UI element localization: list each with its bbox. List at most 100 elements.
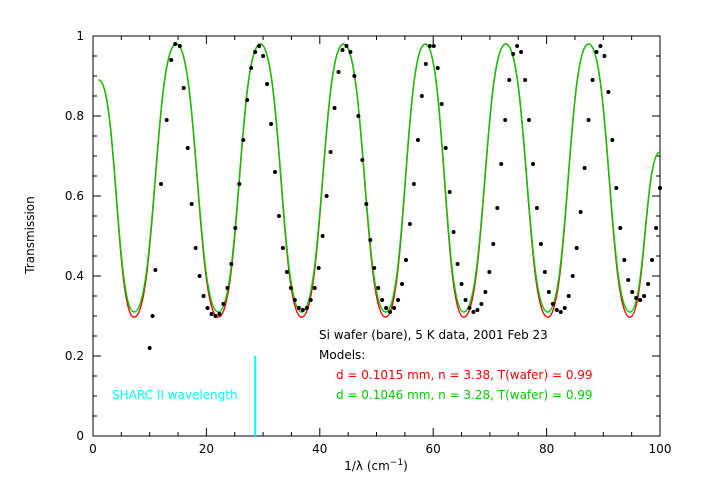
data-point — [515, 44, 520, 48]
data-point — [499, 162, 504, 166]
x-tick-label: 80 — [539, 442, 554, 456]
data-point — [169, 58, 174, 62]
data-point — [455, 262, 460, 266]
y-tick-label: 0.8 — [65, 109, 84, 123]
data-point — [217, 312, 222, 316]
data-point — [443, 146, 448, 150]
data-point — [646, 282, 651, 286]
data-point — [479, 302, 484, 306]
data-point — [650, 258, 655, 262]
data-point — [622, 258, 627, 262]
data-point — [185, 146, 190, 150]
data-point — [602, 54, 607, 58]
data-point — [463, 298, 468, 302]
x-tick-label: 60 — [426, 442, 441, 456]
y-tick-label: 0.2 — [65, 349, 84, 363]
data-point — [388, 310, 393, 314]
data-point — [225, 286, 230, 290]
data-point — [193, 246, 198, 250]
data-point — [626, 278, 631, 282]
data-point — [447, 190, 452, 194]
data-point — [249, 66, 254, 70]
data-point — [153, 268, 158, 272]
data-point — [356, 114, 361, 118]
data-point — [634, 296, 639, 300]
x-tick-label: 100 — [649, 442, 672, 456]
y-tick-label: 1 — [76, 29, 84, 43]
data-point — [181, 86, 186, 90]
data-point — [638, 298, 643, 302]
data-point — [288, 286, 293, 290]
data-point — [566, 294, 571, 298]
data-point — [483, 290, 488, 294]
data-point — [630, 290, 635, 294]
x-axis-title: 1/λ (cm−1) — [344, 458, 408, 473]
data-point — [491, 242, 496, 246]
y-tick-label: 0.6 — [65, 189, 84, 203]
data-point — [606, 90, 611, 94]
x-axis-title-close: ) — [403, 459, 408, 473]
data-point — [221, 302, 226, 306]
y-tick-label: 0 — [76, 429, 84, 443]
data-point — [527, 118, 532, 122]
data-point — [451, 230, 456, 234]
data-point — [435, 66, 440, 70]
data-point — [614, 186, 619, 190]
data-point — [495, 206, 500, 210]
data-point — [213, 314, 218, 318]
data-point — [590, 78, 595, 82]
data-point — [431, 44, 436, 48]
data-point — [396, 298, 401, 302]
data-point — [159, 182, 164, 186]
data-point — [332, 106, 337, 110]
data-point — [364, 202, 369, 206]
data-point — [296, 306, 301, 310]
data-point — [233, 226, 238, 230]
data-point — [269, 122, 274, 126]
data-point — [586, 118, 591, 122]
data-point — [229, 262, 234, 266]
data-point — [316, 266, 321, 270]
data-point — [261, 54, 266, 58]
data-point — [292, 298, 297, 302]
data-point — [328, 150, 333, 154]
data-point — [189, 202, 194, 206]
data-point — [237, 182, 242, 186]
data-point — [280, 246, 285, 250]
annotation-title: Si wafer (bare), 5 K data, 2001 Feb 23 — [319, 328, 548, 342]
data-point — [459, 282, 464, 286]
x-tick-label: 40 — [312, 442, 327, 456]
data-point — [257, 44, 262, 48]
data-point — [578, 210, 583, 214]
data-point — [340, 48, 345, 52]
data-point — [562, 306, 567, 310]
data-point — [201, 294, 206, 298]
x-tick-label: 0 — [89, 442, 97, 456]
data-point — [550, 302, 555, 306]
data-point — [503, 118, 508, 122]
data-point — [554, 308, 559, 312]
data-point — [642, 294, 647, 298]
data-point — [594, 50, 599, 54]
data-point — [546, 290, 551, 294]
data-point — [376, 286, 381, 290]
data-point — [241, 138, 246, 142]
data-point — [523, 78, 528, 82]
data-point — [400, 282, 405, 286]
data-point — [471, 310, 476, 314]
data-point — [598, 44, 603, 48]
x-axis-title-main: 1/λ (cm — [344, 459, 390, 473]
data-point — [610, 138, 615, 142]
data-point — [519, 50, 524, 54]
data-point — [439, 102, 444, 106]
data-point — [284, 270, 289, 274]
data-point — [618, 226, 623, 230]
series-layer — [98, 42, 662, 350]
annotation-model-red: d = 0.1015 mm, n = 3.38, T(wafer) = 0.99 — [336, 368, 593, 382]
data-point — [348, 50, 353, 54]
data-point — [534, 206, 539, 210]
data-point — [300, 308, 305, 312]
data-point — [511, 52, 516, 56]
data-point — [654, 226, 659, 230]
data-point — [558, 310, 563, 314]
